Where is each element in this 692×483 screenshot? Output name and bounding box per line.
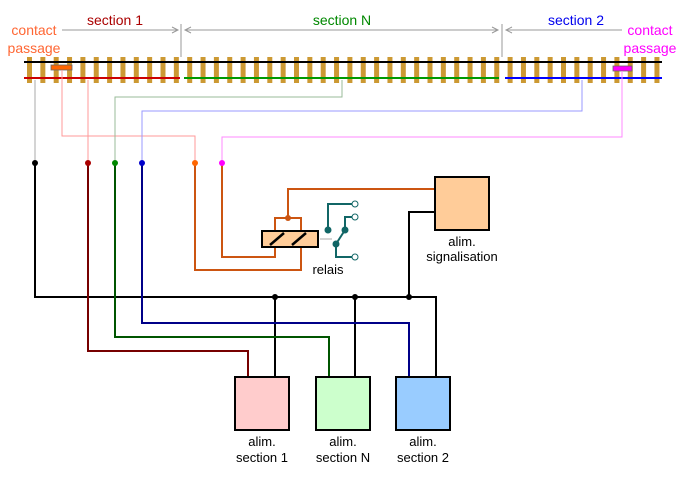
alim-section-n-label-1: alim. xyxy=(329,434,356,449)
relay-label: relais xyxy=(312,262,344,277)
sleeper xyxy=(400,57,406,83)
sleeper xyxy=(601,57,607,83)
contact-left-label-1: contact xyxy=(11,22,56,38)
alim-section-1-label-1: alim. xyxy=(248,434,275,449)
sleeper xyxy=(347,57,353,83)
track-feeders xyxy=(34,70,623,163)
sleeper xyxy=(200,57,206,83)
sleeper xyxy=(240,57,246,83)
contact-right-label-1: contact xyxy=(627,22,672,38)
alim-signalisation-box xyxy=(434,176,490,231)
sleeper xyxy=(547,57,553,83)
contact-right-label-2: passage xyxy=(624,40,677,56)
contact-right xyxy=(612,65,633,72)
main-wires xyxy=(34,163,437,377)
alim-signalisation-label-1: alim. xyxy=(448,234,475,249)
sleeper xyxy=(187,57,193,83)
sleeper xyxy=(213,57,219,83)
sleeper xyxy=(320,57,326,83)
alim-section-1-label-2: section 1 xyxy=(236,450,288,465)
sleeper xyxy=(360,57,366,83)
sleeper xyxy=(227,57,233,83)
sleeper xyxy=(80,57,86,83)
sleeper xyxy=(507,57,513,83)
sleeper xyxy=(654,57,660,83)
sleeper xyxy=(440,57,446,83)
alim-section-2-box xyxy=(395,376,451,431)
track-sleepers xyxy=(27,57,660,83)
section-2-label: section 2 xyxy=(548,12,604,28)
contact-left xyxy=(50,64,73,71)
sleeper xyxy=(147,57,153,83)
sleeper xyxy=(561,57,566,83)
sleeper xyxy=(27,57,32,83)
sleeper xyxy=(494,57,500,83)
sleeper xyxy=(534,57,540,83)
sleeper xyxy=(334,57,340,83)
sleeper xyxy=(427,57,433,83)
sleeper xyxy=(280,57,286,83)
relay-coil xyxy=(261,230,332,248)
sleeper xyxy=(107,57,113,83)
sleeper xyxy=(294,57,299,83)
sleeper xyxy=(414,57,420,83)
sleeper xyxy=(374,57,380,83)
alim-section-2-label-2: section 2 xyxy=(397,450,449,465)
alim-section-1-box xyxy=(234,376,290,431)
alim-signalisation-label-2: signalisation xyxy=(426,249,498,264)
sleeper xyxy=(93,57,99,83)
junction-dots xyxy=(32,160,412,300)
relay-switch xyxy=(324,200,359,261)
sleeper xyxy=(467,57,473,83)
sleeper xyxy=(267,57,273,83)
sleeper xyxy=(307,57,313,83)
alim-section-n-label-2: section N xyxy=(316,450,370,465)
sleeper xyxy=(40,57,46,83)
sleeper xyxy=(173,57,179,83)
sleeper xyxy=(387,57,393,83)
alim-section-n-box xyxy=(315,376,371,431)
sleeper xyxy=(574,57,580,83)
sleeper xyxy=(120,57,126,83)
sleeper xyxy=(133,57,139,83)
alim-section-2-label-1: alim. xyxy=(409,434,436,449)
sleeper xyxy=(480,57,486,83)
sleeper xyxy=(587,57,593,83)
sleeper xyxy=(454,57,460,83)
sleeper xyxy=(641,57,647,83)
section-1-label: section 1 xyxy=(87,12,143,28)
contact-left-label-2: passage xyxy=(8,40,61,56)
section-n-label: section N xyxy=(313,12,371,28)
sleeper xyxy=(520,57,526,83)
sleeper xyxy=(253,57,259,83)
sleeper xyxy=(160,57,166,83)
section-dimension-lines xyxy=(62,24,622,57)
